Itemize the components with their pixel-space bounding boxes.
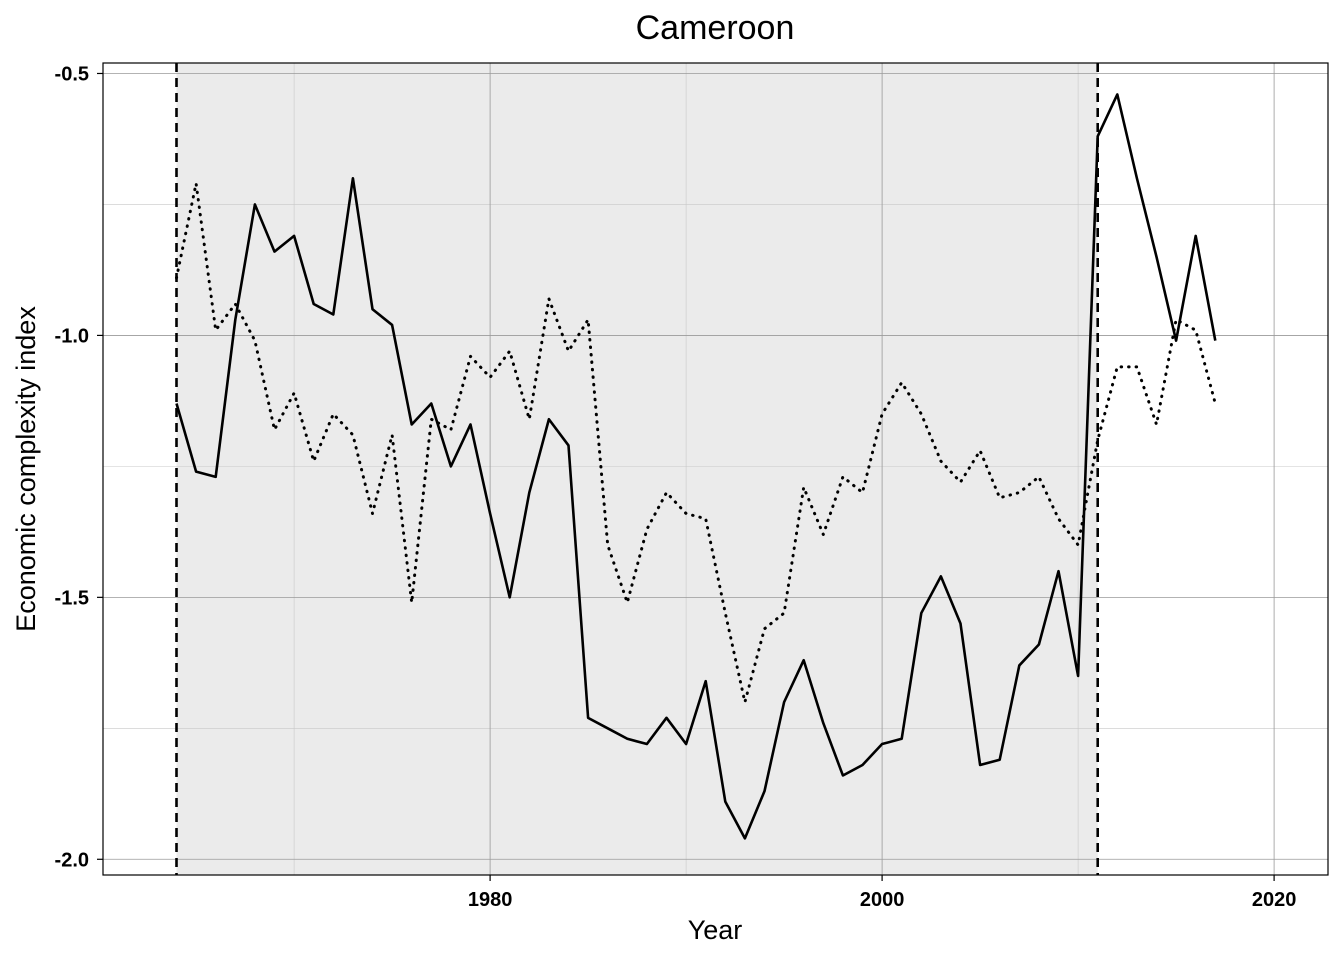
y-tick-label: -0.5	[55, 63, 89, 85]
y-axis-title: Economic complexity index	[11, 306, 41, 632]
series-line-solid	[175, 93, 1217, 840]
x-tick-label: 1980	[468, 889, 513, 911]
gridlines	[103, 63, 1328, 875]
x-axis-ticks: 1980 2000 2020	[468, 875, 1296, 911]
y-tick-label: -2.0	[55, 849, 89, 871]
x-axis-title: Year	[688, 915, 743, 945]
series-layer	[175, 93, 1217, 840]
chart-title: Cameroon	[636, 9, 795, 47]
period-boundaries	[175, 63, 1099, 875]
x-tick-label: 2020	[1252, 889, 1297, 911]
x-tick-label: 2000	[860, 889, 905, 911]
shaded-period	[176, 63, 1098, 875]
plot-border	[102, 62, 1329, 876]
plot-area	[102, 62, 1329, 876]
y-tick-label: -1.0	[55, 325, 89, 347]
y-axis-ticks: -2.0 -1.5 -1.0 -0.5	[55, 63, 103, 871]
y-tick-label: -1.5	[55, 587, 89, 609]
